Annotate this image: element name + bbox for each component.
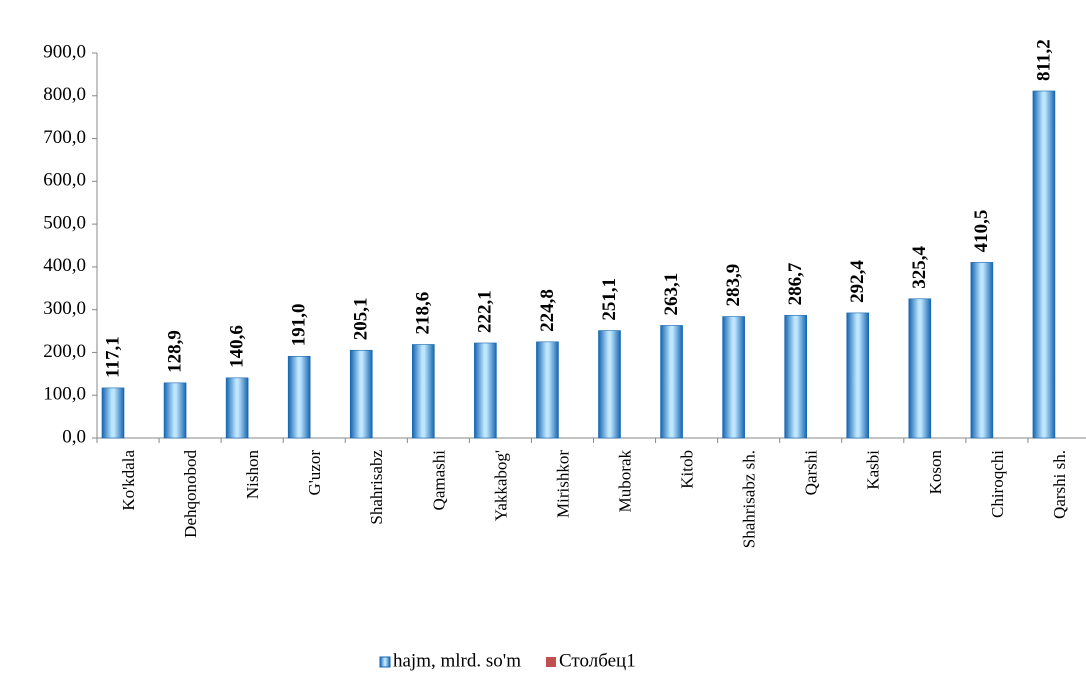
x-tick-label: Muborak (615, 450, 634, 513)
value-label: 191,0 (289, 304, 310, 347)
bar (101, 387, 125, 439)
x-tick-label: Koson (926, 450, 945, 495)
bar (287, 355, 311, 439)
value-label: 325,4 (909, 246, 930, 289)
value-label: 811,2 (1033, 39, 1054, 81)
y-tick-label: 100,0 (43, 384, 86, 405)
legend-marker (379, 656, 391, 668)
x-tick-label: Shahrisabz (367, 450, 386, 525)
y-tick-label: 800,0 (43, 84, 86, 105)
value-label: 205,1 (351, 298, 372, 341)
value-label: 117,1 (102, 336, 123, 378)
y-tick-label: 400,0 (43, 255, 86, 276)
bar (660, 325, 683, 439)
value-label: 222,1 (475, 290, 496, 333)
legend-label: Столбец1 (559, 650, 636, 671)
x-tick-label: Qarshi (802, 450, 821, 496)
bar (225, 377, 249, 439)
bar (598, 330, 621, 439)
value-label: 410,5 (971, 210, 992, 253)
bar (163, 382, 187, 439)
bar (846, 312, 870, 439)
bar (908, 298, 932, 439)
x-tick-label: Kitob (678, 450, 697, 489)
bar (349, 349, 373, 439)
bar (412, 344, 435, 439)
bar (536, 341, 559, 439)
x-tick-label: Nishon (243, 450, 262, 500)
value-label: 292,4 (847, 260, 868, 303)
legend: hajm, mlrd. so'm Столбец1 (379, 650, 636, 671)
y-tick-label: 500,0 (43, 212, 86, 233)
y-tick-label: 700,0 (43, 127, 86, 148)
value-label: 140,6 (226, 325, 247, 368)
x-tick-label: Ko'kdala (119, 450, 138, 511)
y-tick-label: 0,0 (62, 426, 86, 447)
x-tick-label: Kasbi (864, 450, 883, 490)
value-label: 286,7 (785, 262, 806, 305)
value-label: 251,1 (599, 278, 620, 321)
bar (970, 262, 994, 439)
legend-label: hajm, mlrd. so'm (393, 650, 521, 671)
x-tick-label: Qarshi sh. (1050, 450, 1069, 519)
bar (784, 315, 807, 439)
bar (722, 316, 745, 439)
value-label: 224,8 (537, 289, 558, 332)
value-label: 283,9 (723, 264, 744, 307)
y-tick-label: 300,0 (43, 298, 86, 319)
y-tick-label: 600,0 (43, 170, 86, 191)
x-tick-label: Dehqonobod (181, 450, 200, 538)
bar (1032, 90, 1056, 439)
x-tick-label: Yakkabog' (491, 450, 510, 521)
value-label: 263,1 (661, 273, 682, 316)
x-tick-label: G'uzor (305, 450, 324, 496)
bar (474, 342, 497, 439)
x-tick-label: Mirishkor (553, 450, 572, 518)
x-tick-label: Shahrisabz sh. (740, 450, 759, 548)
value-label: 128,9 (164, 330, 185, 373)
x-tick-label: Chiroqchi (988, 450, 1007, 518)
x-tick-label: Qamashi (429, 450, 448, 511)
y-tick-label: 200,0 (43, 341, 86, 362)
y-tick-label: 900,0 (43, 41, 86, 62)
value-label: 218,6 (413, 292, 434, 335)
legend-marker (545, 657, 556, 667)
